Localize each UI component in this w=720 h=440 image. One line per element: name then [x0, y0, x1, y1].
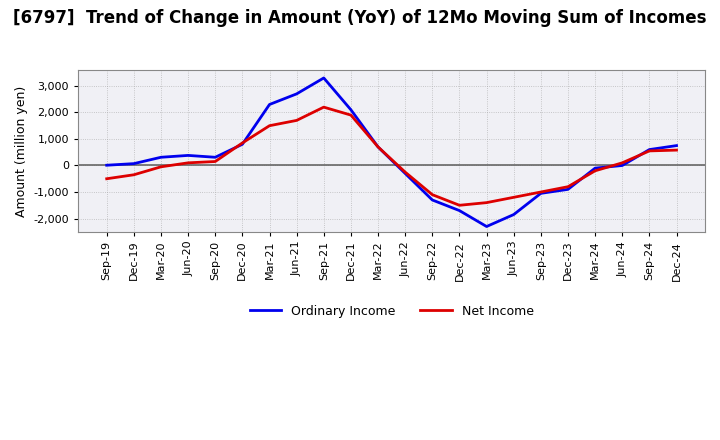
Ordinary Income — [482, 224, 491, 229]
Ordinary Income — [645, 147, 654, 152]
Ordinary Income — [374, 144, 382, 150]
Net Income — [184, 160, 192, 165]
Net Income — [238, 140, 247, 146]
Net Income — [428, 192, 436, 197]
Ordinary Income — [292, 91, 301, 96]
Net Income — [482, 200, 491, 205]
Ordinary Income — [509, 212, 518, 217]
Net Income — [157, 164, 166, 169]
Net Income — [292, 118, 301, 123]
Ordinary Income — [102, 163, 111, 168]
Ordinary Income — [265, 102, 274, 107]
Net Income — [265, 123, 274, 128]
Net Income — [564, 184, 572, 189]
Ordinary Income — [618, 163, 626, 168]
Line: Net Income: Net Income — [107, 107, 677, 205]
Legend: Ordinary Income, Net Income: Ordinary Income, Net Income — [245, 300, 539, 323]
Net Income — [346, 113, 355, 118]
Net Income — [130, 172, 138, 177]
Ordinary Income — [591, 165, 600, 171]
Net Income — [536, 189, 545, 194]
Ordinary Income — [320, 75, 328, 81]
Net Income — [509, 194, 518, 200]
Ordinary Income — [536, 191, 545, 196]
Ordinary Income — [401, 171, 410, 176]
Ordinary Income — [211, 154, 220, 160]
Ordinary Income — [455, 208, 464, 213]
Ordinary Income — [564, 187, 572, 192]
Ordinary Income — [130, 161, 138, 166]
Net Income — [591, 168, 600, 173]
Net Income — [320, 104, 328, 110]
Ordinary Income — [184, 153, 192, 158]
Net Income — [645, 148, 654, 154]
Net Income — [455, 203, 464, 208]
Net Income — [211, 159, 220, 164]
Text: [6797]  Trend of Change in Amount (YoY) of 12Mo Moving Sum of Incomes: [6797] Trend of Change in Amount (YoY) o… — [13, 9, 707, 27]
Y-axis label: Amount (million yen): Amount (million yen) — [15, 85, 28, 216]
Net Income — [672, 147, 681, 153]
Net Income — [374, 144, 382, 150]
Ordinary Income — [238, 142, 247, 147]
Ordinary Income — [672, 143, 681, 148]
Ordinary Income — [157, 154, 166, 160]
Net Income — [401, 169, 410, 175]
Net Income — [102, 176, 111, 181]
Net Income — [618, 160, 626, 165]
Ordinary Income — [428, 197, 436, 202]
Ordinary Income — [346, 107, 355, 113]
Line: Ordinary Income: Ordinary Income — [107, 78, 677, 227]
